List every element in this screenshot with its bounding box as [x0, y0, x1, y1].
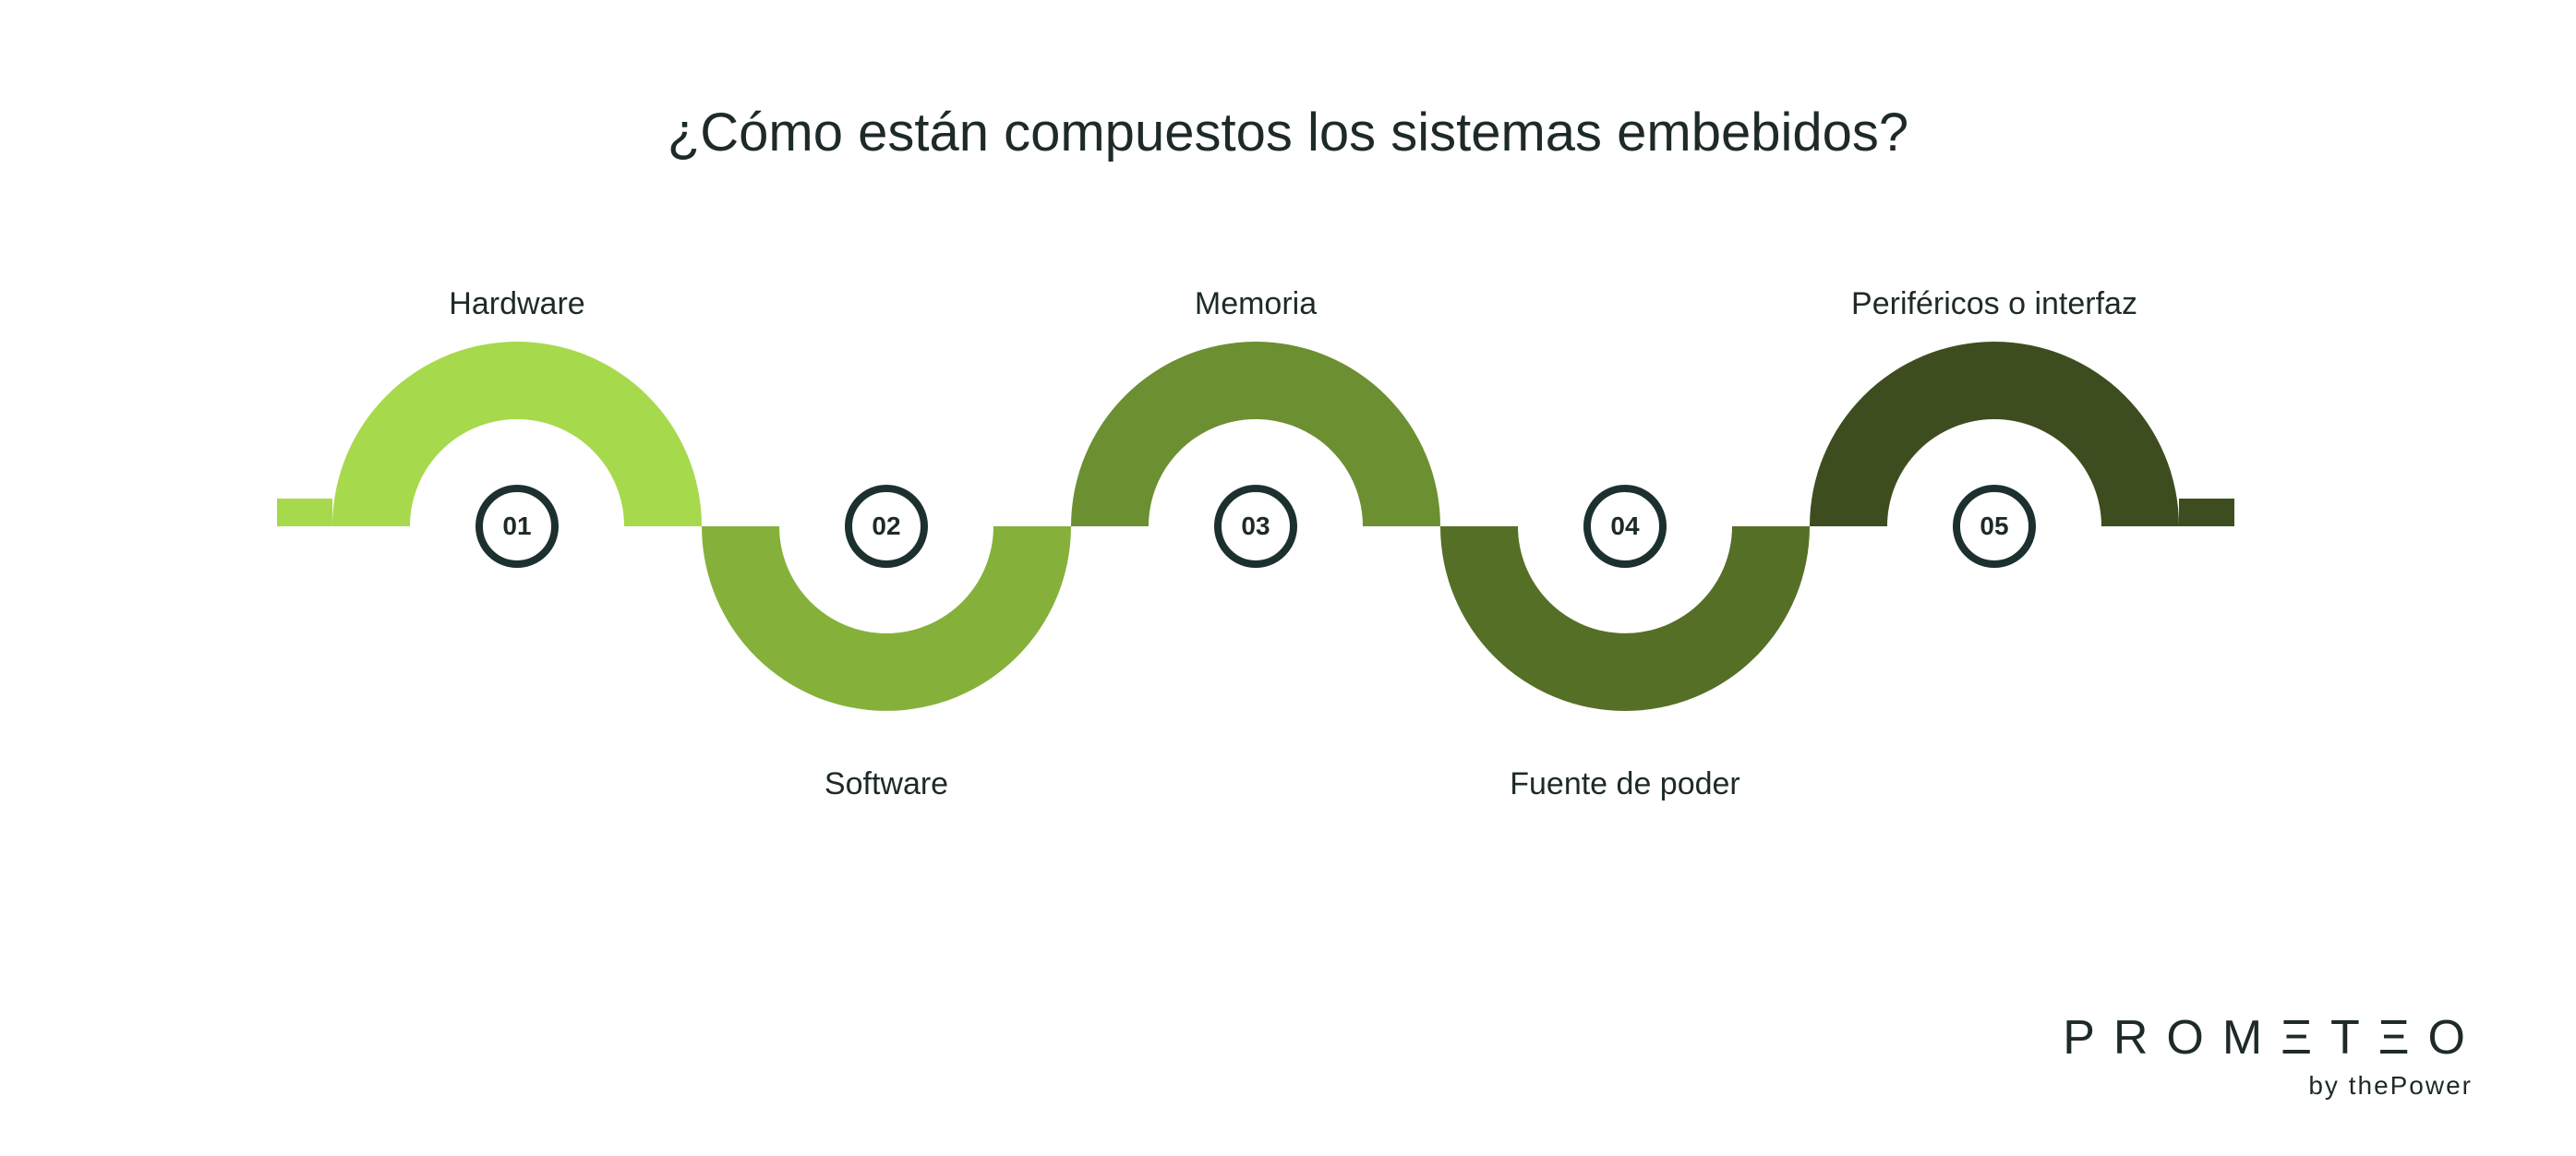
step-label-04: Fuente de poder: [1510, 766, 1740, 802]
brand-block: PROMΞTΞO by thePower: [2063, 1010, 2484, 1101]
step-circle-03: 03: [1214, 485, 1297, 568]
step-circle-01: 01: [475, 485, 559, 568]
step-number: 04: [1610, 512, 1639, 541]
step-circle-04: 04: [1583, 485, 1667, 568]
step-circle-02: 02: [845, 485, 928, 568]
step-circle-05: 05: [1953, 485, 2036, 568]
step-label-01: Hardware: [449, 286, 584, 322]
step-number: 02: [872, 512, 900, 541]
step-number: 05: [1980, 512, 2008, 541]
step-label-02: Software: [825, 766, 948, 802]
infographic-stage: ¿Cómo están compuestos los sistemas embe…: [0, 0, 2576, 1156]
step-label-03: Memoria: [1195, 286, 1317, 322]
brand-name: PROMΞTΞO: [2063, 1010, 2484, 1066]
brand-byline: by thePower: [2063, 1071, 2473, 1101]
wave-diagram: [0, 0, 2576, 1156]
step-label-05: Periféricos o interfaz: [1851, 286, 2137, 322]
step-number: 01: [502, 512, 531, 541]
step-number: 03: [1241, 512, 1270, 541]
